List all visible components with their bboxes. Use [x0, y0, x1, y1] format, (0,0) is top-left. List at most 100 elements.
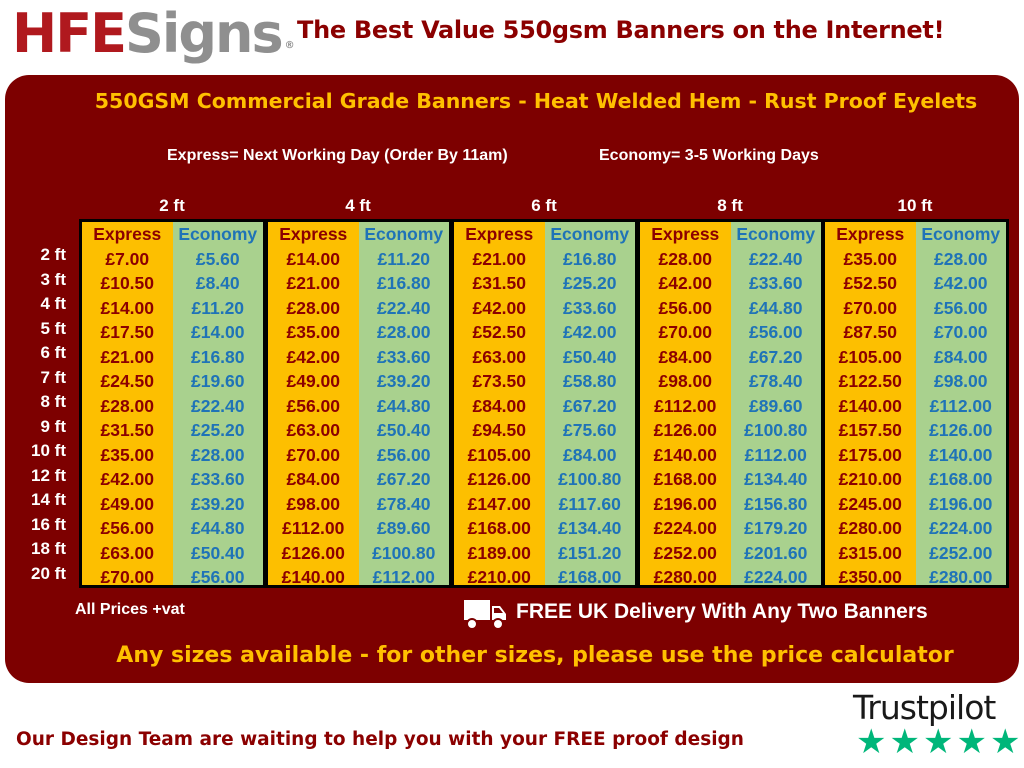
price-cell: £31.50 [472, 273, 527, 293]
height-label: 7 ft [40, 367, 67, 387]
star-icon: ★ [856, 723, 887, 761]
price-cell: £134.40 [744, 469, 808, 489]
price-cell: £70.00 [933, 322, 988, 342]
height-label: 4 ft [40, 294, 67, 313]
price-cell: £10.50 [100, 273, 155, 293]
express-column: Express £21.00 £31.50 £42.00 £52.50 £63.00 £73… [454, 222, 545, 587]
price-cell: £168.00 [558, 567, 622, 587]
price-cell: £224.00 [929, 518, 993, 538]
star-icon: ★ [989, 723, 1021, 761]
panel-title: 550GSM Commercial Grade Banners - Heat W… [94, 89, 978, 113]
price-cell: £280.00 [653, 567, 717, 587]
price-cell: £42.00 [472, 297, 527, 318]
hfe-signs-logo[interactable]: HFESigns ® [12, 2, 295, 66]
price-cell: £100.80 [372, 542, 436, 563]
price-cell: £179.20 [744, 518, 808, 538]
price-cell: £52.50 [843, 273, 898, 293]
price-cell: £89.60 [376, 518, 431, 538]
price-cell: £22.40 [748, 248, 803, 269]
price-cell: £39.20 [376, 371, 431, 391]
economy-column: Economy £16.80 £25.20 £33.60 £42.00 £50.40 £58… [544, 222, 635, 587]
height-label: 9 ft [40, 416, 67, 436]
price-cell: £245.00 [838, 493, 902, 514]
price-cell: £151.20 [558, 542, 622, 563]
economy-column: Economy £28.00 £42.00 £56.00 £70.00 £84.00 £98… [915, 222, 1006, 587]
price-cell: £189.00 [467, 542, 531, 563]
price-cell: £94.50 [472, 420, 527, 440]
width-group-8ft: Express £28.00 £42.00 £56.00 £70.00 £84.00 £98… [637, 219, 824, 588]
economy-header: Economy [736, 224, 816, 244]
price-cell: £122.50 [838, 371, 902, 391]
height-label: 20 ft [31, 563, 66, 583]
trustpilot-logo[interactable]: Trustpilot [853, 688, 996, 727]
price-cell: £140.00 [929, 444, 993, 465]
width-header: 4 ft [345, 196, 371, 215]
price-cell: £67.20 [376, 469, 431, 489]
price-cell: £33.60 [562, 297, 617, 318]
price-cell: £100.80 [744, 420, 808, 440]
price-cell: £7.00 [105, 248, 150, 269]
price-cell: £63.00 [472, 346, 527, 367]
height-label: 5 ft [40, 318, 67, 338]
price-cell: £134.40 [558, 518, 622, 538]
width-group-6ft: Express £21.00 £31.50 £42.00 £52.50 £63.00 £73… [451, 219, 638, 588]
price-cell: £33.60 [748, 273, 803, 293]
price-cell: £42.00 [286, 346, 341, 367]
price-cell: £87.50 [843, 322, 898, 342]
price-cell: £100.80 [558, 469, 622, 489]
price-cell: £126.00 [281, 542, 345, 563]
price-cell: £35.00 [843, 248, 898, 269]
height-label: 3 ft [40, 269, 67, 289]
price-cell: £56.00 [748, 322, 803, 342]
price-cell: £140.00 [838, 395, 902, 416]
height-label: 8 ft [40, 392, 67, 411]
width-header: 2 ft [159, 196, 185, 215]
price-cell: £21.00 [286, 273, 341, 293]
price-cell: £140.00 [653, 444, 717, 465]
price-cell: £28.00 [933, 248, 988, 269]
price-cell: £126.00 [653, 420, 717, 440]
price-cell: £50.40 [190, 542, 245, 563]
logo-text-signs: Signs [124, 2, 284, 65]
price-cell: £33.60 [376, 346, 431, 367]
express-header: Express [279, 224, 348, 244]
price-cell: £210.00 [467, 567, 531, 587]
price-cell: £21.00 [100, 346, 155, 367]
price-cell: £201.60 [744, 542, 808, 563]
price-cell: £28.00 [190, 444, 245, 465]
price-cell: £16.80 [190, 346, 245, 367]
height-label: 12 ft [31, 465, 66, 485]
economy-note: Economy= 3-5 Working Days [599, 147, 819, 164]
price-cell: £70.00 [843, 297, 898, 318]
price-cell: £84.00 [286, 469, 341, 489]
price-cell: £78.40 [748, 371, 803, 391]
width-header: 6 ft [531, 196, 557, 215]
price-cell: £105.00 [838, 346, 902, 367]
price-cell: £112.00 [282, 518, 345, 538]
registered-mark: ® [284, 40, 295, 51]
vat-note: All Prices +vat [75, 601, 185, 618]
height-label: 18 ft [31, 539, 66, 558]
price-cell: £67.20 [748, 346, 803, 367]
width-group-2ft: Express £7.00 £10.50 £14.00 £17.50 £21.00 £24.… [79, 219, 266, 588]
price-cell: £21.00 [472, 248, 527, 269]
price-cell: £196.00 [653, 493, 717, 514]
width-group-10ft: Express £35.00 £52.50 £70.00 £87.50 £105.00 £1… [822, 219, 1009, 588]
price-cell: £8.40 [195, 273, 240, 293]
economy-column: Economy £22.40 £33.60 £44.80 £56.00 £67.20 £78… [730, 222, 821, 587]
price-cell: £315.00 [838, 542, 902, 563]
price-cell: £168.00 [653, 469, 717, 489]
width-header: 8 ft [717, 196, 743, 215]
star-icon: ★ [956, 723, 987, 761]
price-cell: £31.50 [100, 420, 155, 440]
price-cell: £44.80 [376, 395, 431, 416]
express-header: Express [465, 224, 534, 244]
price-cell: £56.00 [286, 395, 341, 416]
price-cell: £126.00 [929, 420, 993, 440]
economy-header: Economy [178, 224, 258, 244]
express-column: Express £35.00 £52.50 £70.00 £87.50 £105.00 £1… [825, 222, 916, 587]
express-column: Express £14.00 £21.00 £28.00 £35.00 £42.00 £49… [268, 222, 359, 587]
headline: The Best Value 550gsm Banners on the Int… [297, 16, 945, 44]
price-cell: £49.00 [286, 371, 341, 391]
price-cell: £28.00 [286, 297, 341, 318]
